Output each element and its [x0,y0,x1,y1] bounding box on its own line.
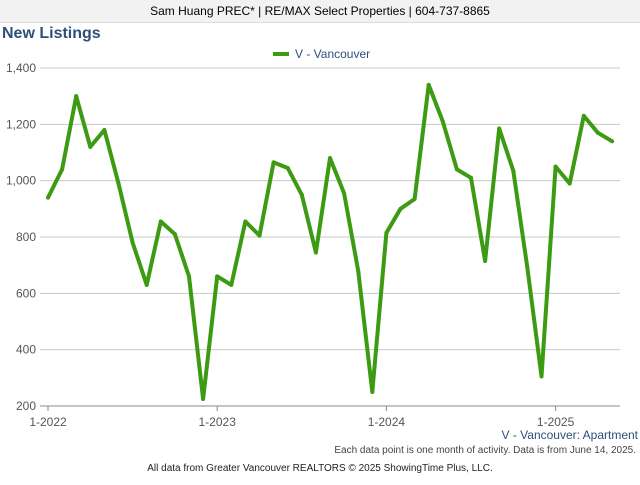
data-point[interactable] [187,274,191,279]
data-point[interactable] [215,274,220,279]
data-point[interactable] [483,258,488,263]
y-tick-label: 600 [16,286,36,300]
data-point[interactable] [356,268,361,273]
data-point[interactable] [426,82,431,87]
data-point[interactable] [384,230,389,235]
data-point[interactable] [511,168,516,173]
data-point[interactable] [610,139,614,144]
x-axis: 1-2022 1-2023 1-2024 1-2025 [29,406,575,429]
data-point[interactable] [525,265,530,270]
data-point[interactable] [370,389,375,394]
data-point[interactable] [299,192,304,197]
data-point[interactable] [328,156,332,161]
agent-banner: Sam Huang PREC* | RE/MAX Select Properti… [0,0,640,23]
data-point[interactable] [285,165,290,170]
data-point[interactable] [581,113,586,118]
y-tick-label: 200 [16,399,36,413]
y-tick-label: 1,200 [6,117,36,131]
series-layer [46,82,614,401]
data-point[interactable] [412,196,417,201]
data-point[interactable] [342,191,347,196]
series-label: V - Vancouver: Apartment [501,428,638,442]
data-point[interactable] [595,130,600,135]
data-point[interactable] [102,127,107,132]
chart-title: New Listings [2,25,101,42]
data-point[interactable] [116,181,121,186]
x-tick-label: 1-2022 [29,415,67,429]
y-tick-label: 400 [16,343,36,357]
data-point[interactable] [172,232,177,237]
data-point[interactable] [229,282,234,287]
data-point[interactable] [497,126,502,131]
data-point[interactable] [454,167,459,172]
data-footnote: Each data point is one month of activity… [334,445,636,456]
grid-lines [40,67,620,407]
x-tick-label: 1-2025 [537,415,575,429]
data-point[interactable] [539,374,544,379]
data-point[interactable] [60,167,65,172]
x-tick-label: 1-2024 [368,415,406,429]
data-point[interactable] [158,219,163,224]
data-point[interactable] [46,195,50,200]
data-point[interactable] [144,282,149,287]
y-axis: 200 400 600 800 1,000 1,200 1,400 [6,61,36,413]
legend-label: V - Vancouver [295,47,370,61]
data-point[interactable] [130,240,135,245]
data-point[interactable] [74,94,79,99]
data-point[interactable] [88,144,93,149]
data-point[interactable] [469,175,473,180]
legend[interactable]: V - Vancouver [273,47,370,61]
y-tick-label: 1,400 [6,61,36,75]
data-point[interactable] [313,250,318,255]
credit-footer: All data from Greater Vancouver REALTORS… [147,463,493,474]
data-point[interactable] [567,181,572,186]
data-point[interactable] [201,396,206,401]
y-tick-label: 1,000 [6,174,36,188]
x-tick-label: 1-2023 [199,415,237,429]
data-point[interactable] [257,233,262,238]
data-point[interactable] [271,160,276,165]
data-point[interactable] [398,206,403,211]
data-point[interactable] [243,219,248,224]
data-point[interactable] [440,119,445,124]
y-tick-label: 800 [16,230,36,244]
data-point[interactable] [553,164,558,169]
